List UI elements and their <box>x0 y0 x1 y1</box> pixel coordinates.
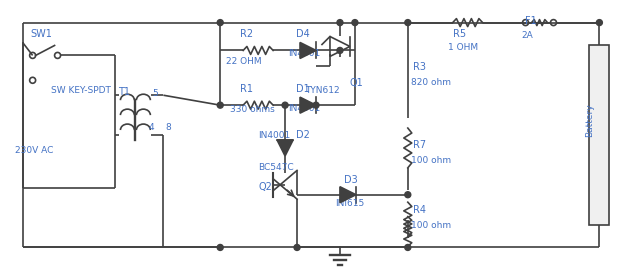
Text: R3: R3 <box>413 62 426 72</box>
Polygon shape <box>277 140 293 156</box>
Text: R2: R2 <box>240 29 254 39</box>
Circle shape <box>282 102 288 108</box>
Bar <box>590 45 609 225</box>
Text: SW KEY-SPDT: SW KEY-SPDT <box>51 86 110 95</box>
Text: Battery: Battery <box>585 103 594 137</box>
Text: Q2: Q2 <box>258 182 272 192</box>
Text: 1 OHM: 1 OHM <box>448 43 478 52</box>
Text: D1: D1 <box>296 84 310 94</box>
Text: 100 ohm: 100 ohm <box>411 156 451 165</box>
Text: R7: R7 <box>413 140 426 150</box>
Circle shape <box>217 245 223 250</box>
Polygon shape <box>300 97 316 113</box>
Text: IN4001: IN4001 <box>288 104 320 113</box>
Text: BC547C: BC547C <box>258 163 294 172</box>
Text: T1: T1 <box>119 87 131 97</box>
Circle shape <box>337 20 343 25</box>
Text: 4: 4 <box>148 123 154 132</box>
Text: SW1: SW1 <box>30 29 53 39</box>
Text: 2A: 2A <box>522 32 533 40</box>
Text: D3: D3 <box>344 175 358 185</box>
Text: 5: 5 <box>152 89 158 98</box>
Text: R4: R4 <box>413 205 426 215</box>
Circle shape <box>404 192 411 198</box>
Circle shape <box>404 20 411 25</box>
Circle shape <box>294 245 300 250</box>
Text: R1: R1 <box>240 84 253 94</box>
Text: Q1: Q1 <box>350 78 364 88</box>
Text: IN4001: IN4001 <box>288 49 320 58</box>
Polygon shape <box>340 187 356 203</box>
Circle shape <box>352 20 358 25</box>
Text: 820 ohm: 820 ohm <box>411 78 451 87</box>
Text: R5: R5 <box>453 29 466 39</box>
Text: F1: F1 <box>524 16 536 25</box>
Text: 22 OHM: 22 OHM <box>226 57 262 66</box>
Text: D4: D4 <box>296 29 310 39</box>
Text: IN4001: IN4001 <box>258 131 290 140</box>
Text: TYN612: TYN612 <box>305 86 340 95</box>
Circle shape <box>217 102 223 108</box>
Text: INI615: INI615 <box>335 199 364 208</box>
Circle shape <box>337 47 343 53</box>
Text: 230V AC: 230V AC <box>15 146 53 155</box>
Text: 8: 8 <box>165 123 171 132</box>
Text: 330 ohms: 330 ohms <box>230 105 275 114</box>
Circle shape <box>217 20 223 25</box>
Circle shape <box>404 245 411 250</box>
Text: 100 ohm: 100 ohm <box>411 220 451 230</box>
Circle shape <box>313 102 319 108</box>
Circle shape <box>597 20 602 25</box>
Polygon shape <box>300 42 316 58</box>
Text: D2: D2 <box>296 130 310 140</box>
